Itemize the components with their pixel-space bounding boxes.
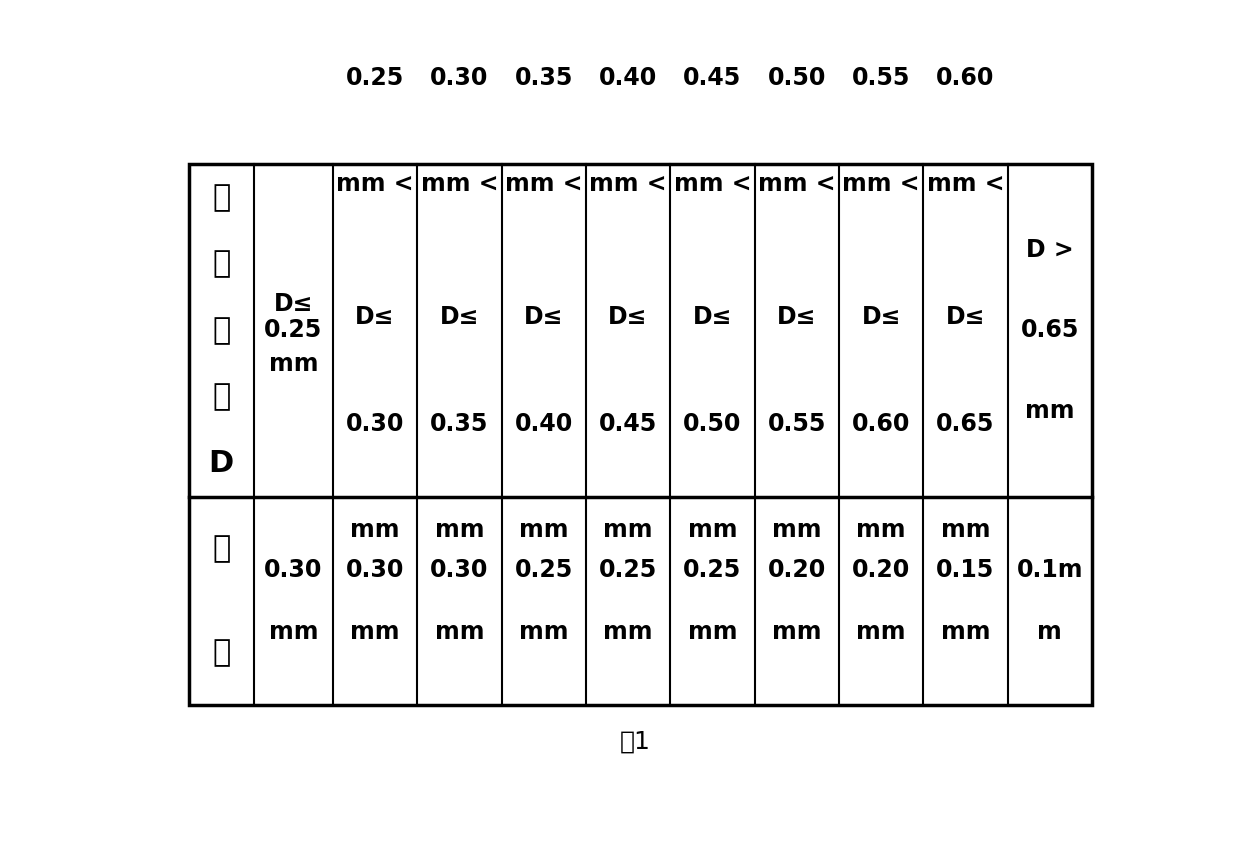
Text: mm: mm [434,620,484,644]
Text: 0.45: 0.45 [683,66,742,89]
Text: 0.30: 0.30 [430,557,489,582]
Text: D≤: D≤ [274,291,312,316]
Text: mm <: mm < [505,172,583,196]
Text: mm <: mm < [758,172,836,196]
Text: 0.40: 0.40 [515,412,573,435]
Text: 0.30: 0.30 [346,412,404,435]
Text: 0.25: 0.25 [264,318,322,342]
Text: D≤: D≤ [356,305,394,329]
Bar [188,164,1092,705]
Text: mm: mm [941,518,991,542]
Text: m: m [1038,620,1063,644]
Text: 0.65: 0.65 [1021,318,1079,342]
Text: 0.30: 0.30 [346,557,404,582]
Text: mm: mm [773,518,822,542]
Text: 0.25: 0.25 [346,66,404,89]
Text: mm: mm [688,620,737,644]
Text: 0.50: 0.50 [768,66,826,89]
Text: 0.60: 0.60 [936,66,994,89]
Text: mm: mm [1025,399,1075,422]
Text: mm: mm [434,518,484,542]
Text: 0.25: 0.25 [515,557,573,582]
Text: 0.30: 0.30 [430,66,489,89]
Text: mm: mm [688,518,737,542]
Text: mm: mm [604,518,652,542]
Text: 0.55: 0.55 [852,66,910,89]
Text: mm <: mm < [673,172,751,196]
Text: 0.30: 0.30 [264,557,322,582]
Text: 0.65: 0.65 [936,412,994,435]
Text: D≤: D≤ [862,305,900,329]
Text: mm: mm [520,518,568,542]
Text: 0.25: 0.25 [599,557,657,582]
Text: mm <: mm < [589,172,667,196]
Text: 0.35: 0.35 [430,412,489,435]
Text: 0.35: 0.35 [515,66,573,89]
Text: mm: mm [269,352,319,375]
Text: mm <: mm < [842,172,920,196]
Text: 0.20: 0.20 [852,557,910,582]
Text: 孔: 孔 [212,250,231,278]
Text: 0.15: 0.15 [936,557,994,582]
Text: 0.20: 0.20 [768,557,826,582]
Text: mm <: mm < [420,172,498,196]
Text: 钻: 钻 [212,183,231,212]
Text: mm: mm [857,518,906,542]
Text: mm: mm [350,620,399,644]
Text: 0.55: 0.55 [768,412,826,435]
Text: D >: D > [1025,238,1074,263]
Text: mm: mm [269,620,319,644]
Text: D≤: D≤ [525,305,563,329]
Text: D≤: D≤ [946,305,985,329]
Text: D≤: D≤ [440,305,479,329]
Text: 0.1m: 0.1m [1017,557,1083,582]
Text: 径: 径 [212,382,231,412]
Text: D: D [208,449,234,478]
Text: 大: 大 [212,638,231,668]
Text: mm: mm [520,620,568,644]
Text: 0.40: 0.40 [599,66,657,89]
Text: 预: 预 [212,534,231,564]
Text: 孔: 孔 [212,316,231,345]
Text: D≤: D≤ [693,305,732,329]
Text: mm: mm [604,620,652,644]
Text: 0.60: 0.60 [852,412,910,435]
Text: 0.25: 0.25 [683,557,742,582]
Text: mm <: mm < [926,172,1004,196]
Text: D≤: D≤ [609,305,647,329]
Text: 0.45: 0.45 [599,412,657,435]
Text: mm: mm [941,620,991,644]
Text: mm: mm [350,518,399,542]
Text: mm <: mm < [336,172,414,196]
Text: 0.50: 0.50 [683,412,742,435]
Text: mm: mm [857,620,906,644]
Text: 表1: 表1 [620,730,651,753]
Text: D≤: D≤ [777,305,816,329]
Text: mm: mm [773,620,822,644]
